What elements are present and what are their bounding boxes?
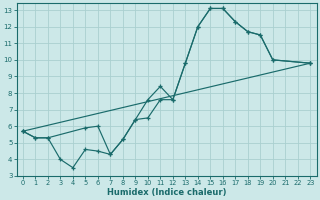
X-axis label: Humidex (Indice chaleur): Humidex (Indice chaleur): [107, 188, 226, 197]
